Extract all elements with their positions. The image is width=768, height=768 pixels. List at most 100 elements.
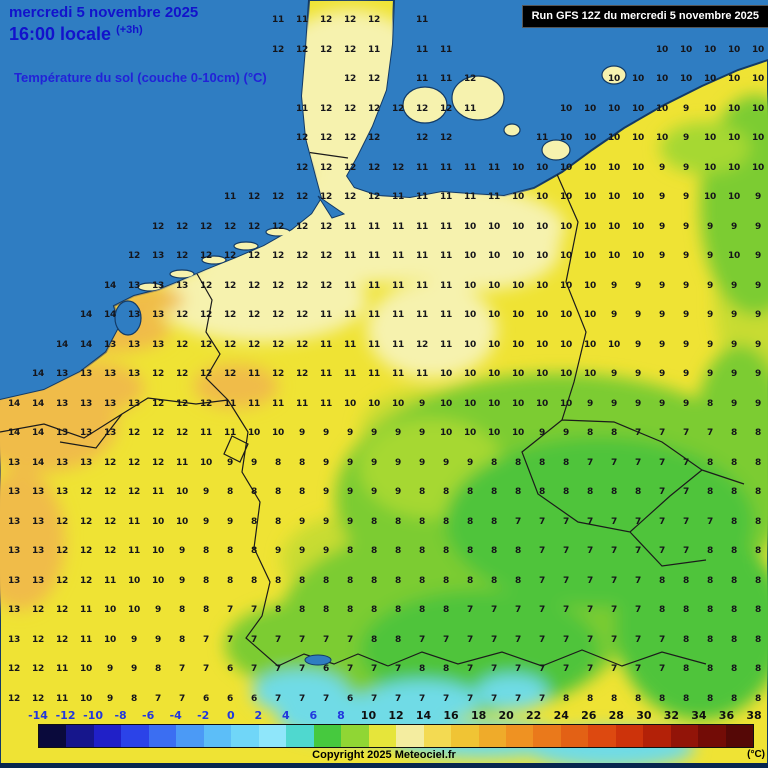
temp-value: 7 bbox=[563, 546, 569, 556]
temp-value: 7 bbox=[611, 634, 617, 645]
temp-value: 7 bbox=[539, 516, 545, 527]
temp-value: 11 bbox=[392, 339, 404, 350]
temp-value: 8 bbox=[635, 487, 641, 497]
scale-tick-labels: -14 -12 -10 -8 -6 -4 -2 0 2 4 6 8 10 12 14 16 18 20 22 24 26… bbox=[28, 709, 762, 722]
temp-value: 11 bbox=[56, 693, 68, 704]
temp-value: 13 bbox=[80, 369, 92, 379]
temp-value: 9 bbox=[179, 575, 185, 586]
temp-value: 10 bbox=[728, 192, 740, 202]
temp-value: 8 bbox=[251, 516, 257, 527]
temp-value: 12 bbox=[392, 162, 404, 173]
temp-value: 8 bbox=[299, 487, 305, 497]
temp-value: 12 bbox=[440, 133, 452, 143]
temp-value: 11 bbox=[368, 339, 380, 350]
scale-segment bbox=[203, 725, 232, 747]
temp-value: 12 bbox=[104, 487, 116, 497]
temp-value: 8 bbox=[395, 546, 401, 556]
temp-value: 8 bbox=[395, 634, 401, 645]
temp-value: 7 bbox=[179, 693, 185, 704]
temp-value: 10 bbox=[104, 605, 116, 615]
temp-value: 11 bbox=[416, 192, 428, 202]
temp-value: 11 bbox=[368, 221, 380, 232]
temp-value: 9 bbox=[659, 221, 665, 232]
temp-value: 6 bbox=[347, 693, 353, 704]
temp-value: 12 bbox=[296, 369, 308, 379]
lake-constance bbox=[304, 654, 332, 666]
temp-value: 12 bbox=[200, 310, 212, 320]
temp-value: 8 bbox=[419, 487, 425, 497]
temp-value: 11 bbox=[440, 192, 452, 202]
temp-value: 7 bbox=[707, 516, 713, 527]
time-offset: (+3h) bbox=[116, 23, 143, 36]
scale-segment bbox=[725, 725, 754, 747]
temp-value: 8 bbox=[275, 487, 281, 497]
temp-value: 11 bbox=[416, 369, 428, 379]
temp-value: 8 bbox=[731, 487, 737, 497]
temp-value: 9 bbox=[323, 546, 329, 556]
temp-value: 7 bbox=[347, 664, 353, 674]
temp-value: 12 bbox=[272, 221, 284, 232]
temp-value: 10 bbox=[536, 369, 548, 379]
temp-value: 9 bbox=[707, 251, 713, 261]
temp-value: 9 bbox=[707, 221, 713, 232]
temp-value: 7 bbox=[443, 693, 449, 704]
temp-value: 12 bbox=[416, 103, 428, 114]
temp-value: 7 bbox=[635, 575, 641, 586]
temp-value: 7 bbox=[251, 634, 257, 645]
temp-value: 14 bbox=[8, 428, 20, 438]
scale-tick-label: 18 bbox=[470, 709, 487, 722]
temp-value: 7 bbox=[563, 605, 569, 615]
temp-value: 12 bbox=[368, 162, 380, 173]
temp-value: 12 bbox=[344, 15, 356, 25]
temp-value: 8 bbox=[755, 693, 761, 704]
temp-value: 12 bbox=[248, 251, 260, 261]
scale-tick-label: 14 bbox=[415, 709, 432, 722]
temp-value: 10 bbox=[728, 251, 740, 261]
temp-value: 9 bbox=[755, 280, 761, 291]
temp-value: 7 bbox=[611, 457, 617, 468]
temp-value: 14 bbox=[8, 398, 20, 409]
temp-value: 12 bbox=[296, 192, 308, 202]
temp-value: 13 bbox=[104, 339, 116, 350]
temp-value: 9 bbox=[299, 428, 305, 438]
temp-value: 12 bbox=[368, 103, 380, 114]
temp-value: 10 bbox=[752, 103, 764, 114]
temp-value: 10 bbox=[752, 162, 764, 173]
temp-value: 7 bbox=[251, 664, 257, 674]
temp-value: 9 bbox=[755, 339, 761, 350]
scale-tick-label: 8 bbox=[337, 709, 345, 722]
temp-value: 11 bbox=[440, 310, 452, 320]
scale-tick-label: 4 bbox=[282, 709, 290, 722]
temp-value: 10 bbox=[152, 516, 164, 527]
temp-value: 11 bbox=[416, 251, 428, 261]
temp-value: 11 bbox=[320, 369, 332, 379]
scale-tick-label: 26 bbox=[581, 709, 597, 722]
temp-value: 8 bbox=[587, 428, 593, 438]
scale-segment bbox=[670, 725, 699, 747]
temp-value: 13 bbox=[32, 516, 44, 527]
temp-value: 9 bbox=[611, 369, 617, 379]
temp-value: 8 bbox=[731, 664, 737, 674]
temp-value: 12 bbox=[152, 457, 164, 468]
temp-value: 9 bbox=[707, 280, 713, 291]
temp-value: 7 bbox=[635, 605, 641, 615]
temp-value: 8 bbox=[371, 605, 377, 615]
temp-value: 9 bbox=[659, 251, 665, 261]
temp-value: 12 bbox=[128, 487, 140, 497]
scale-tick-label: 6 bbox=[309, 709, 318, 722]
temp-value: 9 bbox=[683, 339, 689, 350]
temp-value: 10 bbox=[704, 74, 716, 84]
temp-value: 9 bbox=[251, 457, 257, 468]
temp-value: 10 bbox=[80, 664, 92, 674]
temp-value: 8 bbox=[683, 693, 689, 704]
temp-value: 9 bbox=[683, 398, 689, 409]
temp-value: 9 bbox=[755, 398, 761, 409]
temp-value: 10 bbox=[608, 221, 620, 232]
temp-value: 9 bbox=[683, 251, 689, 261]
temp-value: 6 bbox=[323, 664, 329, 674]
temp-value: 12 bbox=[104, 546, 116, 556]
temp-value: 8 bbox=[755, 487, 761, 497]
temp-value: 11 bbox=[440, 44, 452, 55]
